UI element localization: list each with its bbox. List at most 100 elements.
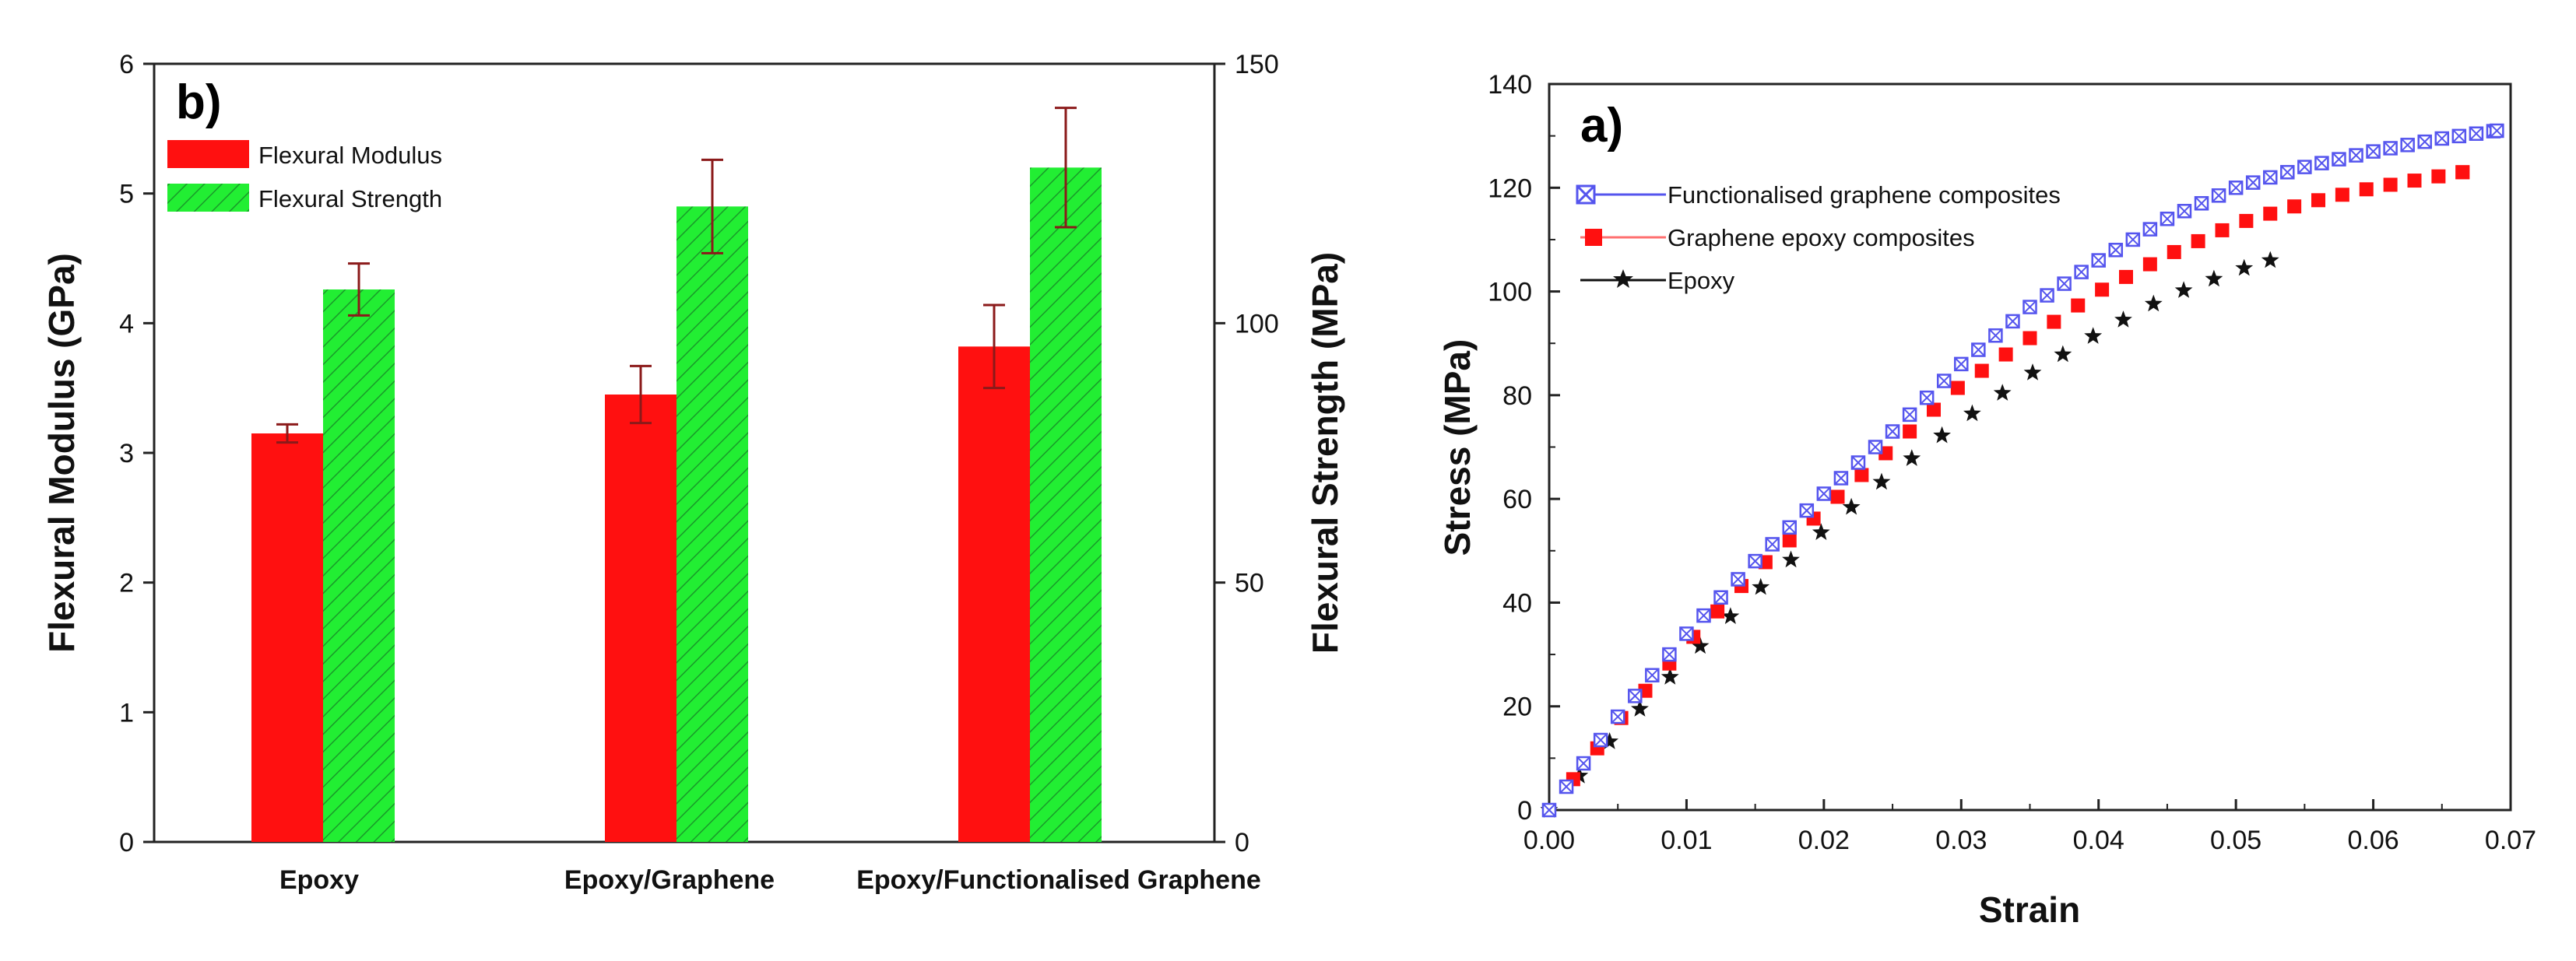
legend-swatch-strength [167,184,249,212]
bar-flexural-modulus [605,395,677,842]
y-axis-ticks: 0 20 40 60 80 100 120 140 [1488,70,1560,826]
x-tick-label: 0.02 [1798,826,1850,855]
bar-flexural-modulus [958,346,1030,842]
y-tick-label: 20 [1502,693,1532,722]
point-functionalised-graphene [1885,424,1900,439]
point-functionalised-graphene [1816,486,1832,501]
y-tick-label: 6 [119,50,134,79]
point-epoxy [1782,550,1800,568]
point-functionalised-graphene [2400,138,2415,153]
stress-strain-chart: a) 0.00 0.01 0.02 0.03 0.04 0.05 0.06 0.07 0 20 4… [1437,70,2536,930]
y2-tick-label: 150 [1235,50,1279,79]
point-graphene-epoxy [2142,257,2157,272]
point-graphene-epoxy [2215,223,2230,237]
point-functionalised-graphene [1902,407,1917,423]
point-graphene-epoxy [1782,533,1797,548]
y2-tick-label: 100 [1235,309,1279,338]
x-tick-label: 0.06 [2347,826,2399,855]
y-tick-label: 4 [119,309,134,338]
point-functionalised-graphene [1988,328,2003,343]
point-epoxy [2054,345,2072,363]
point-functionalised-graphene [2125,232,2141,247]
point-functionalised-graphene [2160,212,2175,226]
bar-flexural-modulus [251,433,323,842]
y2-tick-label: 0 [1235,828,1249,858]
point-epoxy [1842,497,1861,515]
point-graphene-epoxy [1710,604,1725,619]
legend-label-graphene: Graphene epoxy composites [1668,224,1975,251]
point-functionalised-graphene [1799,503,1815,518]
point-graphene-epoxy [2383,177,2398,192]
y2-tick-label: 50 [1235,569,1264,598]
point-graphene-epoxy [2167,244,2181,259]
legend-swatch-modulus [167,140,249,168]
point-functionalised-graphene [1731,572,1745,587]
panel-label: b) [176,75,222,129]
point-functionalised-graphene [1936,374,1952,388]
point-graphene-epoxy [2455,165,2470,180]
y2-axis-title: Flexural Strength (MPa) [1305,252,1345,654]
y-tick-label: 0 [1517,796,1532,826]
point-functionalised-graphene [2211,188,2226,203]
point-functionalised-graphene [2297,160,2312,174]
point-epoxy [2174,281,2193,298]
x-tick-label: 0.05 [2210,826,2261,855]
point-epoxy [1691,637,1710,654]
point-functionalised-graphene [1628,689,1643,703]
bar-group [251,107,1102,843]
panel-label: a) [1580,99,1623,153]
point-functionalised-graphene [2057,276,2072,291]
point-epoxy [1661,668,1679,685]
legend-label-strength: Flexural Strength [258,185,442,212]
point-graphene-epoxy [2311,193,2325,208]
bar-flexural-strength [677,206,748,842]
point-epoxy [2084,327,2103,344]
point-functionalised-graphene [2108,243,2124,258]
legend-label-modulus: Flexural Modulus [258,142,442,169]
point-functionalised-graphene [2005,314,2020,329]
point-epoxy [2114,310,2132,328]
y-tick-label: 1 [119,698,134,728]
y-tick-label: 2 [119,569,134,598]
y-tick-label: 100 [1488,278,1532,307]
y-tick-label: 3 [119,439,134,468]
point-functionalised-graphene [2366,144,2381,159]
x-tick-label: 0.00 [1523,826,1575,855]
point-epoxy [2144,294,2163,312]
point-graphene-epoxy [2239,213,2254,228]
y-tick-label: 120 [1488,174,1532,203]
point-graphene-epoxy [2047,314,2061,329]
point-functionalised-graphene [2280,165,2295,180]
legend-label-functionalised: Functionalised graphene composites [1668,181,2061,209]
point-functionalised-graphene [2332,152,2346,167]
point-epoxy [1812,523,1830,540]
point-functionalised-graphene [2040,288,2054,303]
legend-marker-epoxy [1613,269,1633,288]
right-axis-ticks: 0 50 100 150 [1214,50,1279,858]
point-epoxy [2023,363,2042,381]
point-graphene-epoxy [2431,169,2446,184]
point-functionalised-graphene [1645,668,1660,682]
point-functionalised-graphene [2349,148,2363,163]
legend: Functionalised graphene composites Graph… [1576,181,2061,294]
point-functionalised-graphene [2177,204,2192,219]
point-functionalised-graphene [1954,356,1969,372]
point-graphene-epoxy [1854,468,1869,482]
point-graphene-epoxy [1830,489,1845,504]
legend-label-epoxy: Epoxy [1668,267,1735,294]
point-functionalised-graphene [2074,265,2089,279]
point-functionalised-graphene [1679,626,1694,641]
point-graphene-epoxy [2119,269,2133,284]
point-functionalised-graphene [2383,141,2398,156]
y-axis-title: Stress (MPa) [1437,339,1478,556]
point-functionalised-graphene [1662,647,1677,662]
point-epoxy [1963,404,1981,422]
point-graphene-epoxy [2191,233,2205,248]
point-functionalised-graphene [2245,175,2261,190]
point-functionalised-graphene [1833,471,1849,486]
category-label: Epoxy/Graphene [564,865,775,895]
point-functionalised-graphene [1971,342,1986,357]
legend: Flexural Modulus Flexural Strength [167,140,442,212]
point-epoxy [2261,251,2279,268]
